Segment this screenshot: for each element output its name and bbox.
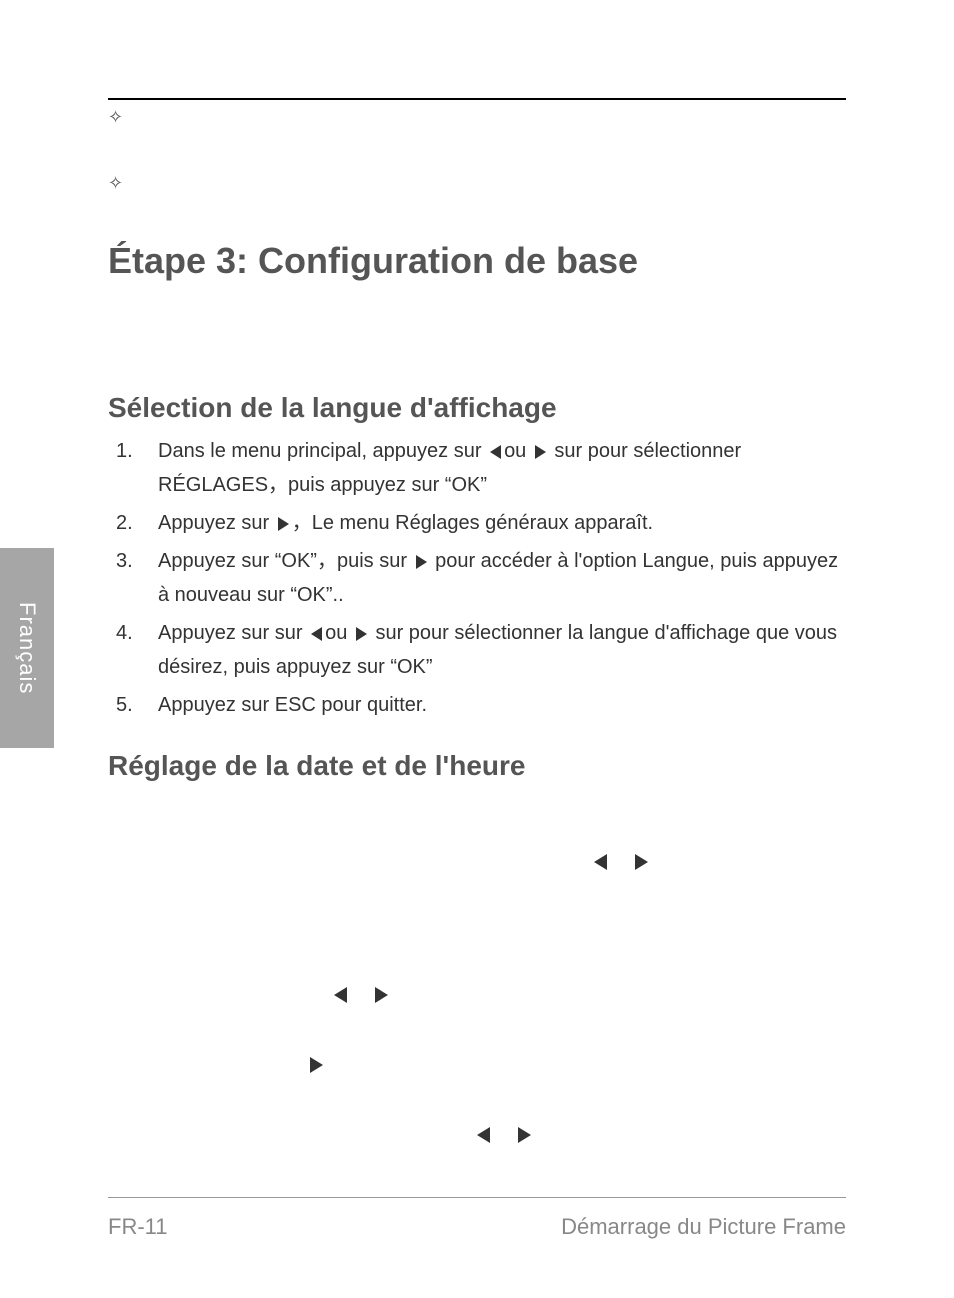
arrow-pair-icon xyxy=(594,854,648,875)
triangle-left-icon xyxy=(477,1127,490,1143)
triangle-right-icon xyxy=(310,1057,323,1073)
step-text: Appuyez sur sur xyxy=(158,622,308,644)
content-area: ✧ ✧ Étape 3: Configuration de base Sélec… xyxy=(108,108,846,792)
arrow-pair-icon xyxy=(477,1127,531,1148)
list-item: Appuyez sur ESC pour quitter. xyxy=(116,688,846,722)
page-footer: FR-11 Démarrage du Picture Frame xyxy=(108,1214,846,1240)
footer-page-number: FR-11 xyxy=(108,1214,168,1240)
language-steps-list: Dans le menu principal, appuyez sur ou s… xyxy=(116,434,846,722)
step-text: Appuyez sur xyxy=(158,512,275,534)
list-item: Appuyez sur “OK”，puis sur pour accéder à… xyxy=(116,544,846,612)
section-datetime-heading: Réglage de la date et de l'heure xyxy=(108,750,846,782)
list-item: Appuyez sur sur ou sur pour sélectionner… xyxy=(116,616,846,684)
triangle-right-icon xyxy=(635,854,648,870)
top-horizontal-rule xyxy=(108,98,846,100)
step-text: Appuyez sur “OK”，puis sur xyxy=(158,550,413,572)
bullet-diamond-row: ✧ xyxy=(108,108,846,128)
bullet-diamond-row: ✧ xyxy=(108,174,846,194)
step-3-heading: Étape 3: Configuration de base xyxy=(108,240,846,282)
triangle-right-icon xyxy=(535,445,546,459)
step-text: Appuyez sur ESC pour quitter. xyxy=(158,694,427,716)
arrow-single-icon xyxy=(310,1057,323,1078)
step-text: ，Le menu Réglages généraux apparaît. xyxy=(292,512,653,534)
step-text: ou xyxy=(325,622,353,644)
triangle-right-icon xyxy=(518,1127,531,1143)
triangle-left-icon xyxy=(594,854,607,870)
language-side-tab: Français xyxy=(0,548,54,748)
arrow-pair-icon xyxy=(334,987,388,1008)
step-text: Dans le menu principal, appuyez sur xyxy=(158,440,487,462)
triangle-right-icon xyxy=(375,987,388,1003)
list-item: Dans le menu principal, appuyez sur ou s… xyxy=(116,434,846,502)
list-item: Appuyez sur ，Le menu Réglages généraux a… xyxy=(116,506,846,540)
diamond-icon: ✧ xyxy=(108,173,123,193)
language-side-tab-label: Français xyxy=(14,602,40,694)
triangle-right-icon xyxy=(416,555,427,569)
triangle-right-icon xyxy=(278,517,289,531)
footer-section-title: Démarrage du Picture Frame xyxy=(561,1214,846,1240)
triangle-right-icon xyxy=(356,627,367,641)
triangle-left-icon xyxy=(490,445,501,459)
page: Français ✧ ✧ Étape 3: Configuration de b… xyxy=(0,0,954,1298)
diamond-icon: ✧ xyxy=(108,107,123,127)
section-language-heading: Sélection de la langue d'affichage xyxy=(108,392,846,424)
footer-horizontal-rule xyxy=(108,1197,846,1198)
triangle-left-icon xyxy=(334,987,347,1003)
triangle-left-icon xyxy=(311,627,322,641)
step-text: ou xyxy=(504,440,532,462)
